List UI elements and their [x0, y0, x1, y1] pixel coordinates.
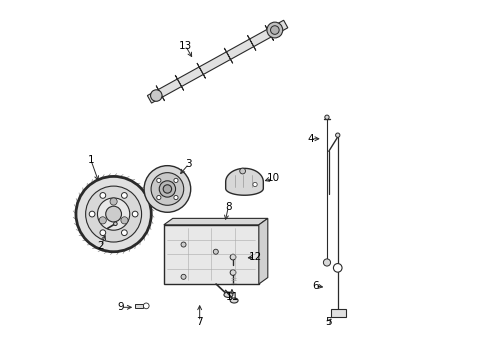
Bar: [135, 304, 142, 308]
Circle shape: [110, 198, 117, 205]
Circle shape: [323, 259, 330, 266]
Circle shape: [163, 185, 171, 193]
Polygon shape: [163, 219, 267, 225]
Text: 1: 1: [87, 155, 94, 165]
Circle shape: [157, 195, 161, 200]
Circle shape: [121, 193, 127, 198]
Polygon shape: [147, 20, 287, 103]
Text: 3: 3: [185, 159, 192, 169]
Circle shape: [121, 217, 128, 224]
Circle shape: [213, 249, 218, 254]
Text: 4: 4: [307, 134, 313, 144]
Polygon shape: [163, 225, 258, 284]
Circle shape: [157, 178, 161, 183]
Circle shape: [144, 166, 190, 212]
Circle shape: [150, 90, 162, 101]
Circle shape: [100, 230, 105, 235]
Polygon shape: [197, 63, 205, 78]
Circle shape: [105, 206, 121, 222]
Circle shape: [100, 193, 105, 198]
Polygon shape: [264, 26, 273, 41]
Circle shape: [99, 217, 106, 224]
Text: 7: 7: [196, 317, 203, 327]
Circle shape: [113, 222, 117, 226]
Text: 6: 6: [311, 281, 318, 291]
Text: 9: 9: [117, 302, 124, 312]
Text: 10: 10: [266, 173, 279, 183]
Polygon shape: [247, 35, 255, 50]
Text: 2: 2: [98, 241, 104, 251]
Circle shape: [85, 186, 142, 242]
Circle shape: [121, 230, 127, 235]
Circle shape: [270, 26, 279, 34]
Ellipse shape: [224, 292, 232, 297]
Circle shape: [239, 168, 245, 174]
Text: 5: 5: [325, 317, 331, 327]
Text: 11: 11: [225, 292, 238, 302]
Circle shape: [76, 176, 151, 252]
Ellipse shape: [230, 298, 238, 303]
Circle shape: [252, 182, 257, 186]
Circle shape: [230, 254, 235, 260]
Circle shape: [132, 211, 138, 217]
Polygon shape: [156, 86, 164, 101]
Circle shape: [159, 181, 175, 197]
Circle shape: [230, 270, 235, 275]
Circle shape: [335, 133, 339, 137]
Polygon shape: [258, 219, 267, 284]
Circle shape: [97, 198, 129, 230]
Circle shape: [266, 22, 282, 38]
Text: 12: 12: [248, 252, 262, 262]
Circle shape: [181, 242, 185, 247]
Circle shape: [324, 115, 328, 120]
Circle shape: [143, 303, 149, 309]
Circle shape: [151, 173, 183, 205]
Circle shape: [174, 178, 178, 183]
Text: 13: 13: [178, 41, 192, 50]
Text: 8: 8: [224, 202, 231, 212]
Circle shape: [181, 274, 185, 279]
Circle shape: [333, 264, 341, 272]
Bar: [330, 309, 345, 317]
Circle shape: [174, 195, 178, 200]
Polygon shape: [225, 168, 263, 195]
Polygon shape: [175, 75, 183, 90]
Polygon shape: [224, 48, 232, 63]
Circle shape: [89, 211, 95, 217]
